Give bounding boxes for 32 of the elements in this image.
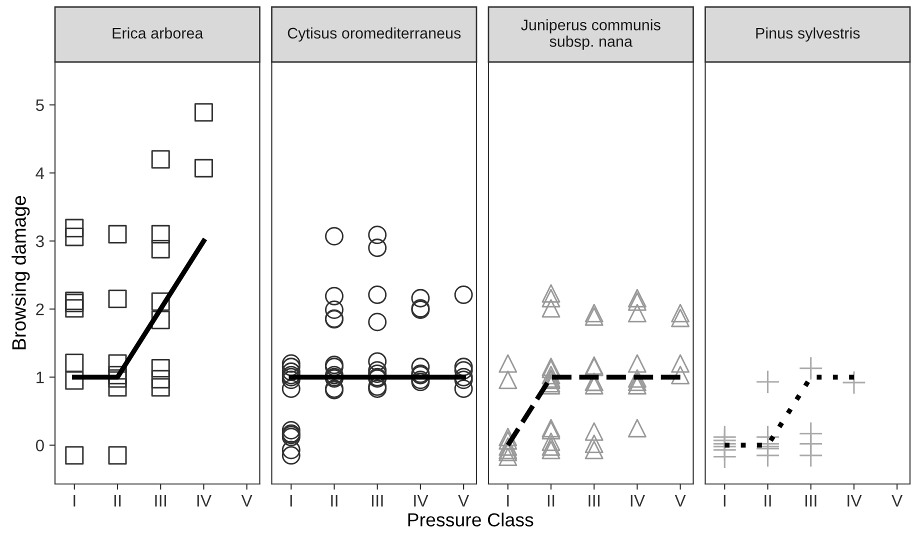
x-tick-label: II bbox=[114, 495, 121, 506]
x-tick-label: III bbox=[805, 495, 816, 506]
x-tick-label: II bbox=[548, 495, 554, 506]
y-tick-label: 4 bbox=[36, 168, 44, 179]
x-tick-label: IV bbox=[630, 495, 646, 506]
x-tick-label: IV bbox=[848, 495, 862, 506]
x-tick-label: V bbox=[241, 495, 252, 506]
x-tick-label: V bbox=[674, 495, 686, 506]
y-tick-label: 0 bbox=[36, 440, 44, 452]
x-tick-label: III bbox=[588, 495, 600, 506]
x-tick-label: I bbox=[74, 495, 76, 506]
y-tick-label: 3 bbox=[36, 235, 44, 248]
chart-title: Juniperus communis subsp. nana bbox=[521, 19, 660, 50]
x-tick-label: I bbox=[507, 495, 509, 506]
x-tick-label: IV bbox=[414, 495, 428, 506]
chart-title: Cytisus oromediterraneus bbox=[288, 27, 461, 42]
x-tick-label: V bbox=[892, 495, 903, 506]
x-axis-title: Pressure Class bbox=[408, 512, 534, 526]
x-tick-label: IV bbox=[197, 495, 212, 506]
x-tick-label: III bbox=[155, 495, 166, 506]
x-tick-label: II bbox=[764, 495, 771, 506]
x-tick-label: II bbox=[331, 495, 338, 506]
x-tick-label: V bbox=[458, 495, 470, 506]
x-tick-label: I bbox=[724, 495, 726, 506]
y-tick-label: 1 bbox=[36, 372, 44, 384]
y-axis-title: Browsing damage bbox=[12, 196, 30, 350]
x-tick-label: I bbox=[290, 495, 292, 506]
chart-title: Pinus sylvestris bbox=[756, 27, 860, 42]
y-tick-label: 2 bbox=[36, 303, 44, 316]
x-tick-label: III bbox=[372, 495, 383, 506]
y-tick-label: 5 bbox=[36, 99, 44, 112]
chart-title: Erica arborea bbox=[112, 27, 204, 39]
